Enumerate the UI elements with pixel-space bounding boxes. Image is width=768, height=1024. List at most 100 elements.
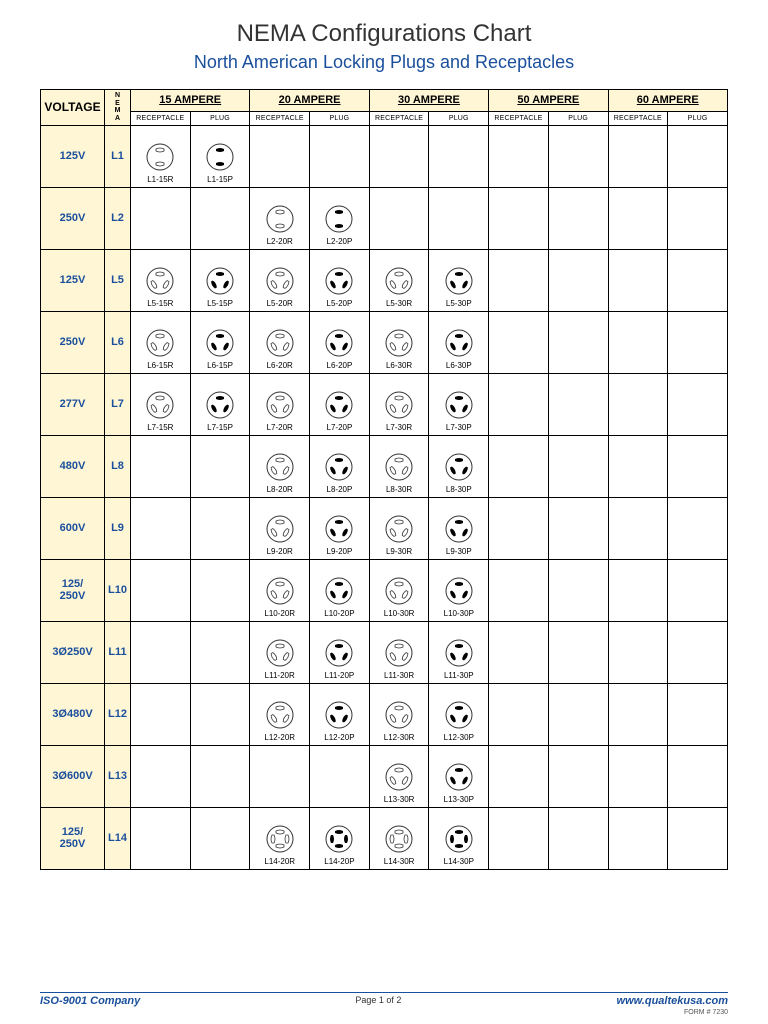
nema-code-cell: L7: [105, 373, 131, 435]
connector-label: L5-30R: [370, 299, 429, 308]
empty-cell: [489, 125, 549, 187]
connector-label: L13-30P: [429, 795, 488, 804]
empty-cell: [369, 125, 429, 187]
connector-label: L5-20P: [310, 299, 369, 308]
empty-cell: [131, 559, 191, 621]
connector-cell: L12-20P: [310, 683, 370, 745]
connector-label: L7-15R: [131, 423, 190, 432]
connector-label: L2-20P: [310, 237, 369, 246]
empty-cell: [190, 435, 250, 497]
empty-cell: [489, 435, 549, 497]
connector-label: L7-15P: [191, 423, 250, 432]
connector-cell: L14-30P: [429, 807, 489, 869]
empty-cell: [548, 497, 608, 559]
connector-label: L11-20P: [310, 671, 369, 680]
connector-cell: L7-30P: [429, 373, 489, 435]
connector-cell: L12-20R: [250, 683, 310, 745]
table-row: 3Ø250VL11L11-20RL11-20PL11-30RL11-30P: [41, 621, 728, 683]
connector-cell: L6-20R: [250, 311, 310, 373]
connector-cell: L13-30P: [429, 745, 489, 807]
connector-cell: L10-30R: [369, 559, 429, 621]
empty-cell: [608, 559, 668, 621]
voltage-cell: 3Ø250V: [41, 621, 105, 683]
header-amp-15: 15 AMPERE: [131, 90, 250, 112]
connector-label: L11-30R: [370, 671, 429, 680]
empty-cell: [489, 311, 549, 373]
subheader-receptacle: RECEPTACLE: [131, 111, 191, 125]
nema-code-cell: L10: [105, 559, 131, 621]
connector-label: L9-20P: [310, 547, 369, 556]
connector-cell: L9-30R: [369, 497, 429, 559]
connector-cell: L5-20P: [310, 249, 370, 311]
connector-label: L1-15P: [191, 175, 250, 184]
connector-cell: L7-15R: [131, 373, 191, 435]
empty-cell: [489, 497, 549, 559]
empty-cell: [190, 621, 250, 683]
connector-label: L7-20P: [310, 423, 369, 432]
empty-cell: [489, 249, 549, 311]
empty-cell: [429, 125, 489, 187]
subheader-plug: PLUG: [190, 111, 250, 125]
connector-label: L7-30P: [429, 423, 488, 432]
subheader-receptacle: RECEPTACLE: [608, 111, 668, 125]
connector-label: L14-20R: [250, 857, 309, 866]
connector-label: L10-30R: [370, 609, 429, 618]
nema-code-cell: L1: [105, 125, 131, 187]
connector-label: L6-30R: [370, 361, 429, 370]
subheader-plug: PLUG: [429, 111, 489, 125]
empty-cell: [608, 311, 668, 373]
table-row: 250VL6L6-15RL6-15PL6-20RL6-20PL6-30RL6-3…: [41, 311, 728, 373]
subheader-plug: PLUG: [548, 111, 608, 125]
connector-label: L8-30R: [370, 485, 429, 494]
connector-cell: L11-20R: [250, 621, 310, 683]
voltage-cell: 480V: [41, 435, 105, 497]
connector-label: L8-30P: [429, 485, 488, 494]
empty-cell: [190, 187, 250, 249]
table-row: 3Ø600VL13L13-30RL13-30P: [41, 745, 728, 807]
nema-chart-table: VOLTAGE NEMA 15 AMPERE 20 AMPERE 30 AMPE…: [40, 89, 728, 870]
footer-company: ISO-9001 Company: [40, 995, 140, 1007]
connector-cell: L5-15P: [190, 249, 250, 311]
connector-label: L1-15R: [131, 175, 190, 184]
empty-cell: [131, 187, 191, 249]
nema-code-cell: L9: [105, 497, 131, 559]
empty-cell: [668, 311, 728, 373]
empty-cell: [548, 125, 608, 187]
connector-label: L11-30P: [429, 671, 488, 680]
connector-cell: L9-20P: [310, 497, 370, 559]
empty-cell: [131, 435, 191, 497]
empty-cell: [489, 745, 549, 807]
connector-label: L13-30R: [370, 795, 429, 804]
subheader-receptacle: RECEPTACLE: [489, 111, 549, 125]
table-row: 125/250VL10L10-20RL10-20PL10-30RL10-30P: [41, 559, 728, 621]
connector-label: L14-20P: [310, 857, 369, 866]
header-amp-60: 60 AMPERE: [608, 90, 728, 112]
empty-cell: [429, 187, 489, 249]
connector-label: L12-30R: [370, 733, 429, 742]
connector-cell: L1-15R: [131, 125, 191, 187]
connector-cell: L12-30R: [369, 683, 429, 745]
footer-url: www.qualtekusa.com: [617, 995, 728, 1007]
empty-cell: [668, 745, 728, 807]
header-nema: NEMA: [105, 90, 131, 126]
connector-label: L9-30P: [429, 547, 488, 556]
empty-cell: [668, 249, 728, 311]
footer-form-number: FORM # 7230: [40, 1009, 728, 1016]
voltage-cell: 250V: [41, 187, 105, 249]
nema-code-cell: L12: [105, 683, 131, 745]
voltage-cell: 600V: [41, 497, 105, 559]
connector-cell: L1-15P: [190, 125, 250, 187]
voltage-cell: 125/250V: [41, 807, 105, 869]
empty-cell: [668, 621, 728, 683]
connector-cell: L7-20P: [310, 373, 370, 435]
connector-label: L2-20R: [250, 237, 309, 246]
empty-cell: [489, 373, 549, 435]
table-row: 3Ø480VL12L12-20RL12-20PL12-30RL12-30P: [41, 683, 728, 745]
connector-label: L7-20R: [250, 423, 309, 432]
voltage-cell: 3Ø600V: [41, 745, 105, 807]
empty-cell: [668, 125, 728, 187]
empty-cell: [548, 559, 608, 621]
empty-cell: [608, 621, 668, 683]
empty-cell: [131, 621, 191, 683]
connector-cell: L10-20P: [310, 559, 370, 621]
